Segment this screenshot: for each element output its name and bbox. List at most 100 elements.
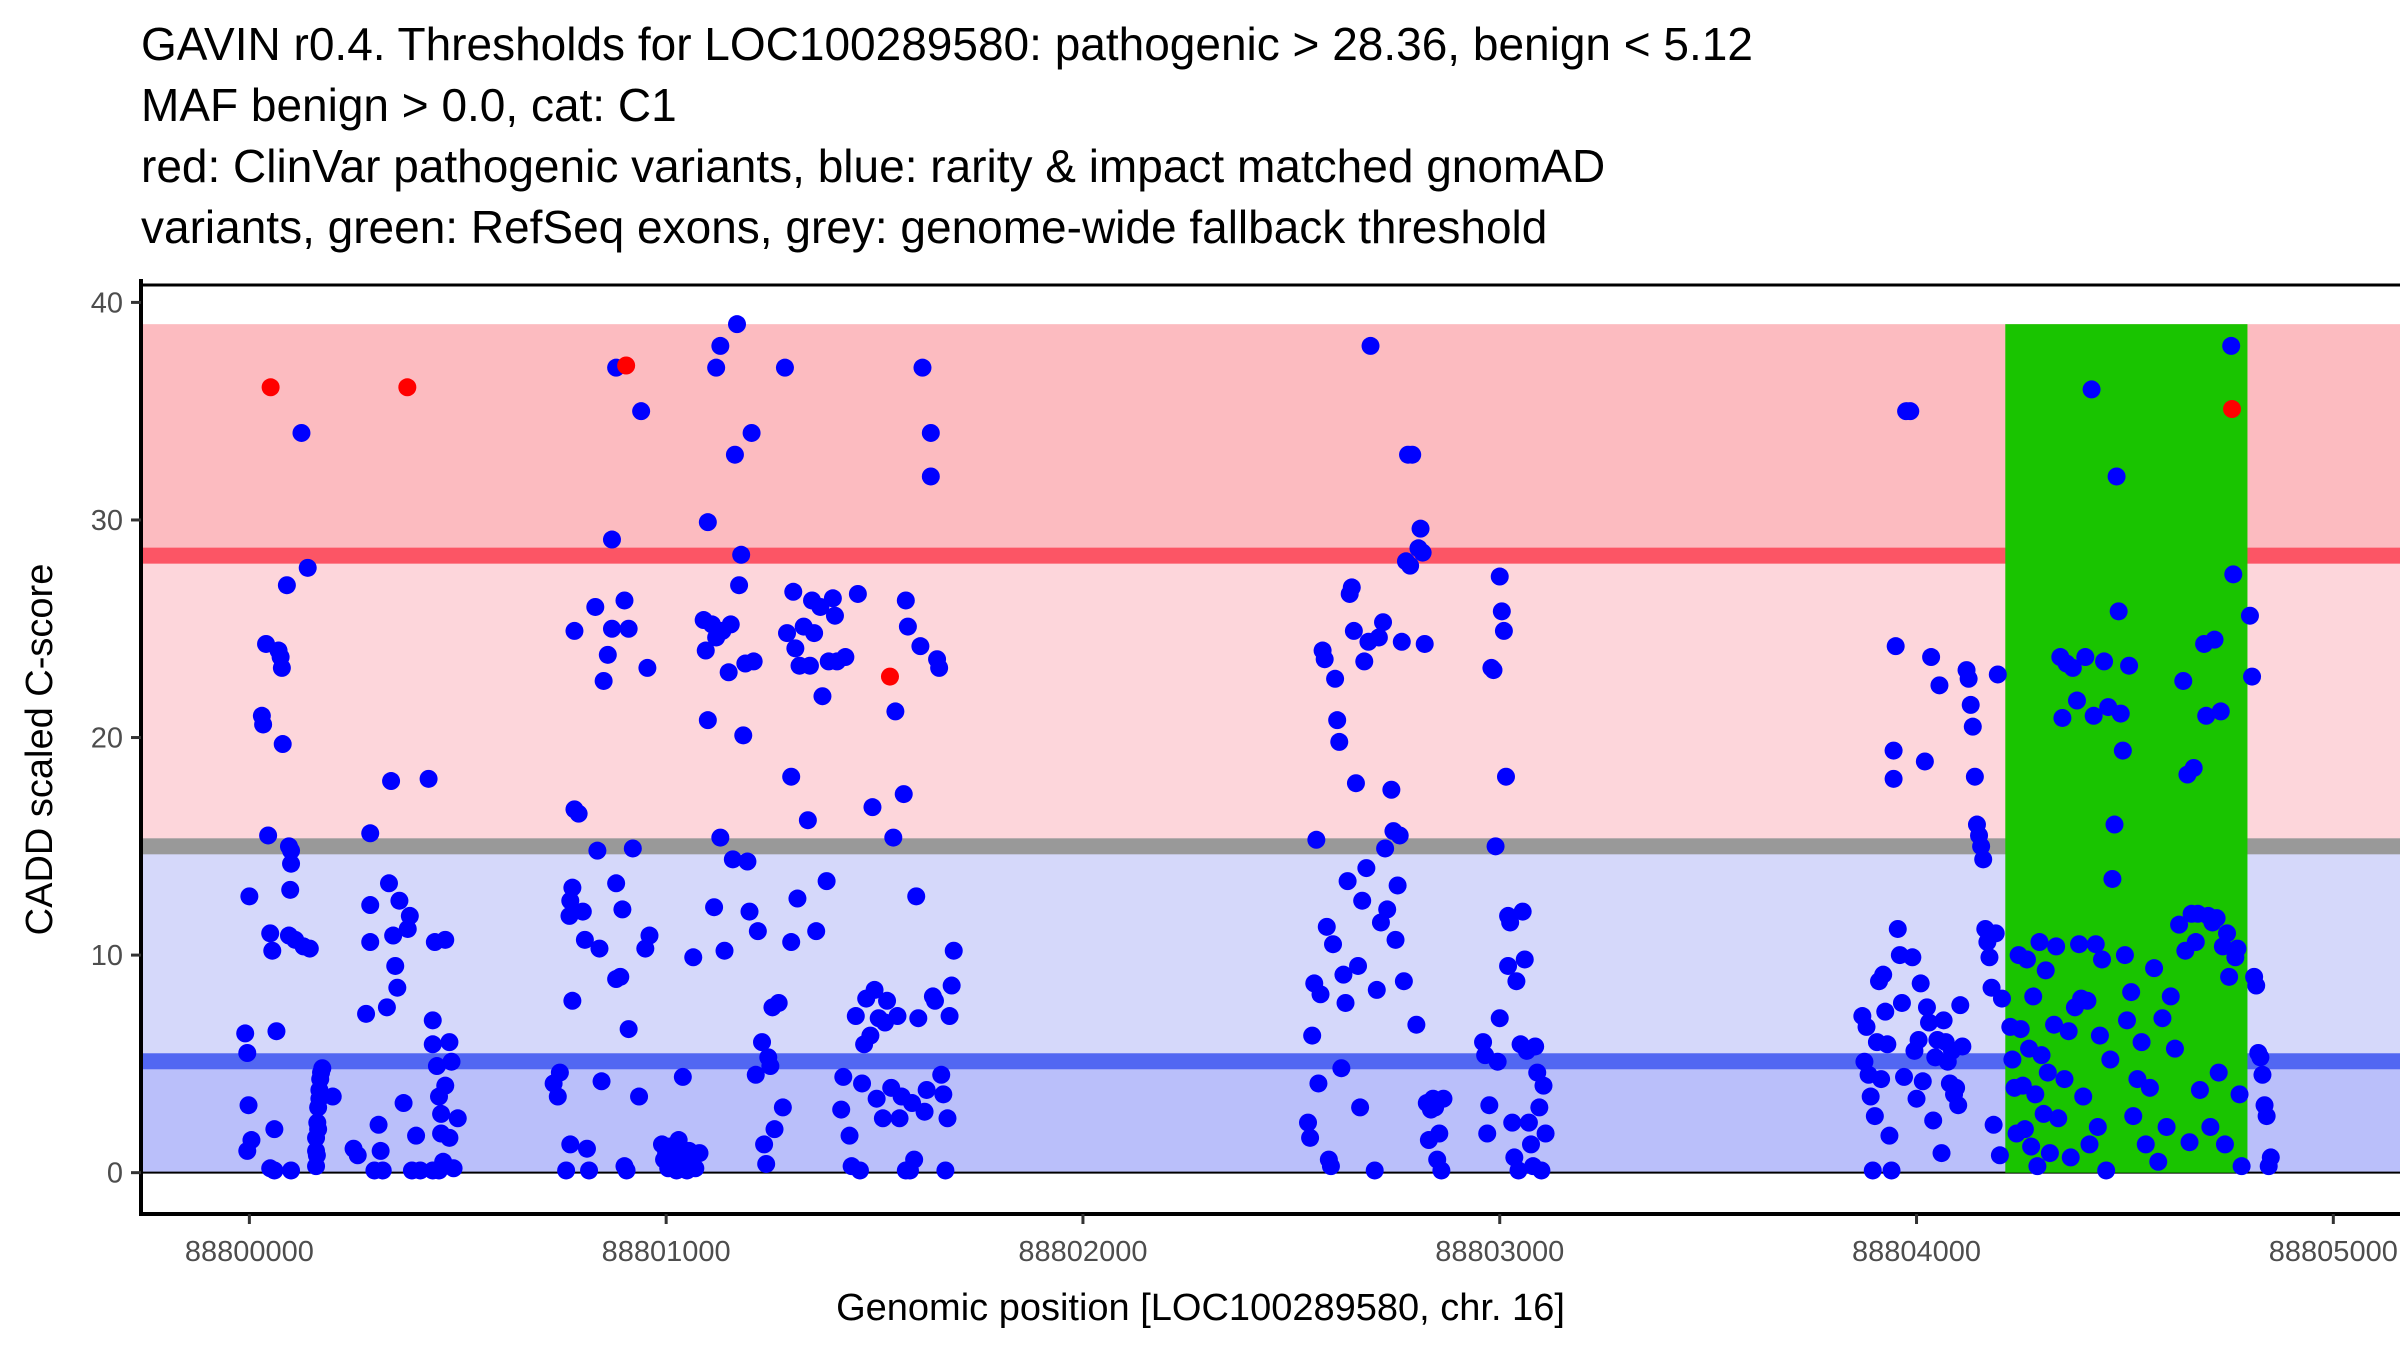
gnomad-point bbox=[2170, 915, 2189, 934]
gnomad-point bbox=[277, 576, 296, 595]
gnomad-point bbox=[2047, 937, 2066, 956]
gnomad-point bbox=[1503, 1113, 1522, 1132]
gnomad-point bbox=[1922, 648, 1941, 667]
gnomad-point bbox=[361, 933, 380, 952]
gnomad-point bbox=[2247, 976, 2266, 995]
gnomad-point bbox=[379, 874, 398, 893]
gnomad-point bbox=[1365, 1161, 1384, 1180]
gnomad-point bbox=[786, 639, 805, 658]
gnomad-point bbox=[728, 315, 747, 334]
gnomad-point bbox=[575, 930, 594, 949]
gnomad-point bbox=[1299, 1113, 1318, 1132]
gnomad-point bbox=[1369, 628, 1388, 647]
gnomad-point bbox=[913, 358, 932, 377]
gnomad-point bbox=[2097, 1161, 2116, 1180]
gnomad-point bbox=[242, 1131, 261, 1150]
gnomad-point bbox=[765, 1120, 784, 1139]
gnomad-point bbox=[2022, 1137, 2041, 1156]
gnomad-point bbox=[1915, 752, 1934, 771]
gnomad-point bbox=[361, 824, 380, 843]
gnomad-point bbox=[1496, 767, 1515, 786]
gnomad-point bbox=[292, 423, 311, 442]
gnomad-point bbox=[1334, 965, 1353, 984]
gnomad-point bbox=[1521, 1135, 1540, 1154]
gnomad-point bbox=[594, 671, 613, 690]
gnomad-point bbox=[573, 902, 592, 921]
gnomad-point bbox=[323, 1087, 342, 1106]
gnomad-point bbox=[1974, 850, 1993, 869]
gnomad-point bbox=[2140, 1078, 2159, 1097]
gnomad-point bbox=[2036, 961, 2055, 980]
gnomad-point bbox=[265, 1161, 284, 1180]
x-tick-label: 88800000 bbox=[185, 1236, 314, 1268]
gnomad-point bbox=[2211, 702, 2230, 721]
gnomad-point bbox=[2040, 1144, 2059, 1163]
gnomad-point bbox=[282, 854, 301, 873]
gnomad-point bbox=[611, 967, 630, 986]
gnomad-point bbox=[2026, 1085, 2045, 1104]
gnomad-point bbox=[267, 1022, 286, 1041]
gnomad-point bbox=[1488, 1052, 1507, 1071]
gnomad-point bbox=[1963, 717, 1982, 736]
gnomad-point bbox=[2049, 1109, 2068, 1128]
gnomad-point bbox=[557, 1161, 576, 1180]
gnomad-point bbox=[1872, 1070, 1891, 1089]
clinvar-point bbox=[398, 378, 417, 397]
gnomad-point bbox=[619, 1020, 638, 1039]
gnomad-point bbox=[2149, 1152, 2168, 1171]
gnomad-point bbox=[886, 702, 905, 721]
gnomad-point bbox=[2055, 1070, 2074, 1089]
gnomad-point bbox=[2251, 1048, 2270, 1067]
gnomad-point bbox=[427, 1057, 446, 1076]
gnomad-point bbox=[1513, 902, 1532, 921]
gnomad-point bbox=[1351, 1098, 1370, 1117]
gnomad-point bbox=[1961, 695, 1980, 714]
gnomad-point bbox=[1907, 1089, 1926, 1108]
gnomad-point bbox=[1411, 519, 1430, 538]
gnomad-point bbox=[873, 1109, 892, 1128]
gnomad-point bbox=[1434, 1089, 1453, 1108]
gnomad-point bbox=[1349, 956, 1368, 975]
gnomad-point bbox=[732, 545, 751, 564]
gnomad-point bbox=[1480, 1096, 1499, 1115]
gnomad-point bbox=[586, 597, 605, 616]
gnomad-point bbox=[690, 1144, 709, 1163]
gnomad-point bbox=[2074, 1087, 2093, 1106]
gnomad-point bbox=[2107, 467, 2126, 486]
y-tick-label: 0 bbox=[107, 1158, 123, 1190]
gnomad-point bbox=[1492, 602, 1511, 621]
gnomad-point bbox=[888, 1007, 907, 1026]
title-line-3: red: ClinVar pathogenic variants, blue: … bbox=[141, 140, 1606, 192]
gnomad-point bbox=[1413, 543, 1432, 562]
gnomad-point bbox=[757, 1154, 776, 1173]
gnomad-point bbox=[2186, 933, 2205, 952]
gnomad-point bbox=[1486, 837, 1505, 856]
gnomad-point bbox=[2222, 336, 2241, 355]
gnomad-point bbox=[1965, 767, 1984, 786]
gnomad-point bbox=[909, 1009, 928, 1028]
clinvar-point bbox=[2223, 400, 2242, 419]
gnomad-point bbox=[630, 1087, 649, 1106]
clinvar-point bbox=[880, 667, 899, 686]
gnomad-point bbox=[832, 1100, 851, 1119]
gnomad-point bbox=[723, 850, 742, 869]
gnomad-point bbox=[2090, 1026, 2109, 1045]
gnomad-point bbox=[1355, 652, 1374, 671]
gnomad-point bbox=[867, 1089, 886, 1108]
gnomad-point bbox=[308, 1113, 327, 1132]
gnomad-point bbox=[878, 991, 897, 1010]
gnomad-point bbox=[734, 726, 753, 745]
gnomad-point bbox=[2218, 924, 2237, 943]
gnomad-point bbox=[742, 423, 761, 442]
gnomad-point bbox=[1920, 1013, 1939, 1032]
gnomad-point bbox=[915, 1102, 934, 1121]
gnomad-point bbox=[1303, 1026, 1322, 1045]
gnomad-point bbox=[738, 852, 757, 871]
gnomad-point bbox=[1342, 578, 1361, 597]
gnomad-point bbox=[1980, 948, 1999, 967]
gnomad-point bbox=[300, 939, 319, 958]
gnomad-point bbox=[240, 887, 259, 906]
gnomad-point bbox=[1874, 965, 1893, 984]
gnomad-point bbox=[1374, 613, 1393, 632]
gnomad-point bbox=[1501, 913, 1520, 932]
